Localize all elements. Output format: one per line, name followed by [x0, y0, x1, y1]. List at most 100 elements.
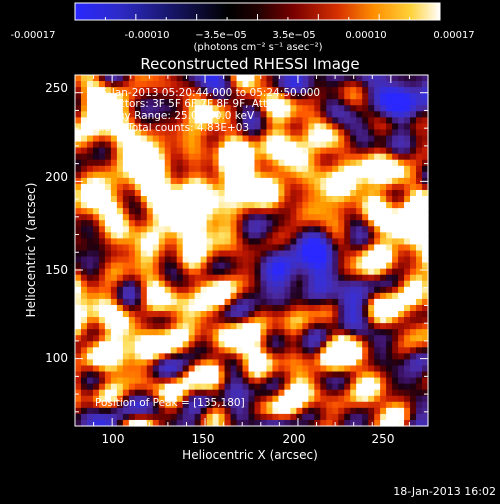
heatmap-cell: [224, 280, 232, 288]
heatmap-cell: [212, 262, 220, 270]
heatmap-cell: [212, 220, 220, 227]
heatmap-cell: [266, 323, 274, 330]
heatmap-cell: [170, 171, 178, 179]
heatmap-cell: [200, 226, 208, 233]
heatmap-cell: [75, 256, 82, 264]
heatmap-cell: [302, 250, 309, 258]
heatmap-cell: [75, 171, 82, 179]
heatmap-cell: [146, 274, 154, 282]
heatmap-cell: [194, 419, 202, 427]
heatmap-cell: [110, 238, 118, 246]
heatmap-cell: [104, 105, 112, 112]
heatmap-cell: [272, 214, 280, 221]
heatmap-cell: [104, 117, 112, 125]
heatmap-cell: [314, 208, 321, 215]
heatmap-cell: [80, 147, 88, 155]
heatmap-cell: [134, 268, 142, 276]
heatmap-cell: [218, 159, 226, 167]
heatmap-cell: [206, 292, 214, 300]
heatmap-cell: [254, 244, 262, 252]
heatmap-cell: [266, 250, 274, 258]
heatmap-cell: [308, 141, 315, 149]
heatmap-cell: [236, 141, 244, 149]
heatmap-cell: [248, 238, 256, 246]
heatmap-cell: [278, 81, 285, 88]
heatmap-cell: [374, 383, 381, 391]
x-axis-tick-labels: 100 150 200 250: [102, 432, 395, 446]
heatmap-cell: [116, 341, 124, 348]
heatmap-cell: [338, 220, 345, 227]
heatmap-cell: [260, 123, 268, 131]
heatmap-cell: [134, 347, 142, 354]
heatmap-cell: [338, 292, 345, 300]
heatmap-cell: [278, 341, 285, 348]
heatmap-cell: [266, 232, 274, 239]
heatmap-cell: [110, 250, 118, 258]
heatmap-cell: [284, 335, 291, 342]
heatmap-cell: [254, 189, 262, 197]
heatmap-cell: [176, 389, 184, 397]
heatmap-cell: [392, 329, 399, 336]
heatmap-cell: [398, 377, 405, 385]
heatmap-cell: [188, 389, 196, 397]
heatmap-cell: [212, 359, 220, 367]
heatmap-cell: [344, 93, 351, 100]
heatmap-cell: [272, 371, 280, 379]
heatmap-cell: [176, 75, 184, 82]
heatmap-cell: [218, 117, 226, 125]
heatmap-cell: [422, 226, 429, 233]
heatmap-cell: [338, 141, 345, 149]
heatmap-cell: [200, 280, 208, 288]
heatmap-cell: [386, 232, 393, 239]
heatmap-cell: [368, 141, 375, 149]
heatmap-cell: [254, 75, 262, 82]
heatmap-cell: [332, 129, 339, 137]
heatmap-cell: [296, 196, 303, 203]
heatmap-cell: [248, 389, 256, 397]
heatmap-cell: [344, 359, 351, 367]
heatmap-cell: [284, 268, 291, 276]
heatmap-cell: [218, 171, 226, 179]
heatmap-cell: [416, 407, 423, 415]
heatmap-cell: [242, 377, 250, 385]
heatmap-cell: [332, 214, 339, 221]
heatmap-cell: [350, 377, 357, 385]
heatmap-cell: [290, 298, 297, 306]
heatmap-cell: [248, 365, 256, 373]
heatmap-cell: [392, 208, 399, 215]
heatmap-cell: [284, 232, 291, 239]
heatmap-cell: [134, 220, 142, 227]
heatmap-cell: [248, 147, 256, 155]
heatmap-cell: [260, 232, 268, 239]
heatmap-cell: [146, 395, 154, 403]
heatmap-cell: [98, 286, 106, 294]
heatmap-cell: [362, 304, 369, 312]
heatmap-cell: [188, 401, 196, 409]
heatmap-cell: [386, 407, 393, 415]
heatmap-cell: [332, 208, 339, 215]
heatmap-cell: [182, 256, 190, 264]
heatmap-cell: [224, 147, 232, 155]
heatmap-cell: [164, 141, 172, 149]
heatmap-cell: [398, 244, 405, 252]
heatmap-cell: [308, 165, 315, 173]
heatmap-cell: [422, 353, 429, 361]
heatmap-cell: [338, 323, 345, 330]
heatmap-cell: [278, 377, 285, 385]
heatmap-cell: [290, 419, 297, 427]
heatmap-cell: [374, 335, 381, 342]
heatmap-cell: [392, 419, 399, 427]
heatmap-cell: [260, 311, 268, 318]
heatmap-cell: [224, 226, 232, 233]
heatmap-cell: [398, 383, 405, 391]
heatmap-cell: [176, 220, 184, 227]
heatmap-cell: [284, 171, 291, 179]
heatmap-cell: [134, 196, 142, 203]
heatmap-cell: [194, 250, 202, 258]
heatmap-cell: [356, 81, 363, 88]
heatmap-cell: [182, 238, 190, 246]
heatmap-cell: [248, 232, 256, 239]
heatmap-cell: [266, 347, 274, 354]
heatmap-cell: [392, 226, 399, 233]
heatmap-cell: [362, 220, 369, 227]
